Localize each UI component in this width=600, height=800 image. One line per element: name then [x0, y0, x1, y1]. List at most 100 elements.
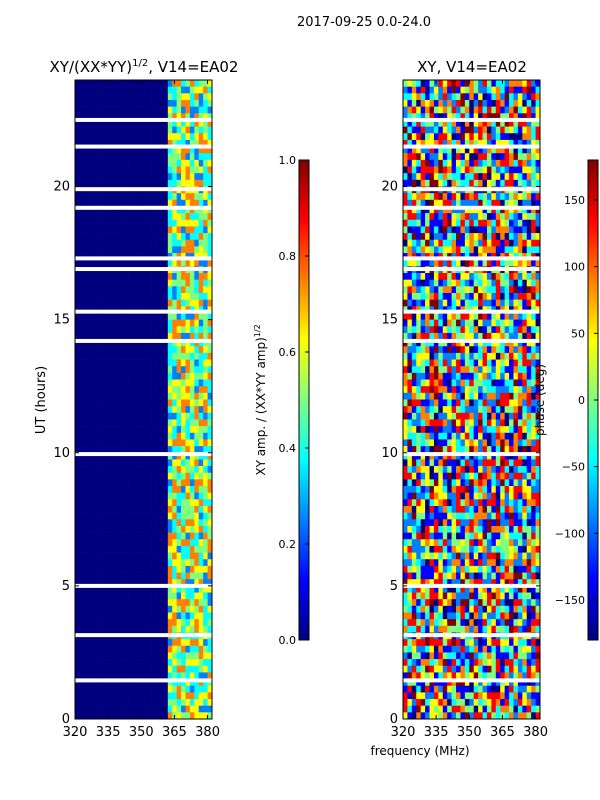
heatmap-cell [198, 466, 204, 474]
heatmap-cell [438, 179, 444, 187]
heatmap-cell [88, 406, 93, 414]
heatmap-cell [128, 426, 133, 434]
heatmap-cell [123, 273, 129, 280]
heatmap-cell [136, 512, 142, 520]
heatmap-cell [447, 392, 452, 400]
heatmap-cell [158, 332, 164, 340]
heatmap-cell [473, 312, 479, 320]
heatmap-cell [194, 279, 200, 287]
heatmap-cell [92, 492, 98, 500]
heatmap-cell [128, 206, 133, 214]
heatmap-cell [75, 346, 80, 354]
heatmap-cell [517, 432, 523, 440]
heatmap-cell [163, 519, 169, 527]
heatmap-cell [407, 273, 413, 280]
heatmap-cell [101, 386, 107, 394]
heatmap-cell [123, 492, 129, 500]
heatmap-cell [123, 246, 129, 254]
heatmap-cell [163, 80, 169, 87]
heatmap-cell [119, 419, 124, 427]
heatmap-cell [158, 346, 164, 354]
heatmap-cell [119, 279, 124, 287]
heatmap-cell [150, 619, 155, 627]
heatmap-cell [486, 352, 492, 360]
heatmap-cell [473, 386, 479, 394]
heatmap-cell [464, 386, 470, 394]
heatmap-cell [119, 93, 124, 101]
heatmap-cell [114, 179, 120, 187]
heatmap-cell [128, 692, 133, 700]
heatmap-cell [79, 93, 85, 101]
heatmap-cell [447, 259, 452, 267]
heatmap-cell [105, 439, 111, 447]
heatmap-cell [158, 259, 164, 267]
heatmap-cell [203, 226, 208, 234]
heatmap-cell [79, 559, 85, 567]
heatmap-cell [194, 466, 200, 474]
heatmap-cell [416, 426, 421, 434]
heatmap-cell [464, 153, 470, 161]
heatmap-cell [500, 319, 505, 327]
heatmap-cell [416, 119, 421, 127]
heatmap-cell [429, 406, 435, 414]
heatmap-cell [207, 299, 213, 307]
heatmap-cell [132, 246, 138, 254]
heatmap-cell [105, 466, 111, 474]
heatmap-cell [207, 685, 213, 693]
heatmap-cell [482, 80, 488, 87]
heatmap-cell [128, 86, 133, 94]
heatmap-cell [473, 319, 479, 327]
heatmap-cell [141, 159, 147, 167]
heatmap-cell [128, 119, 133, 127]
heatmap-cell [194, 293, 200, 300]
heatmap-cell [110, 99, 116, 107]
heatmap-cell [522, 279, 528, 287]
heatmap-cell [504, 126, 510, 134]
heatmap-cell [154, 213, 160, 221]
heatmap-cell [110, 612, 116, 620]
heatmap-cell [163, 486, 169, 493]
heatmap-cell [167, 466, 173, 474]
heatmap-cell [119, 139, 124, 147]
heatmap-cell [176, 592, 182, 600]
heatmap-cell [176, 545, 182, 553]
heatmap-cell [194, 692, 200, 700]
heatmap-cell [114, 432, 120, 440]
heatmap-cell [88, 159, 93, 167]
heatmap-cell [478, 352, 483, 360]
heatmap-cell [114, 439, 120, 447]
heatmap-cell [526, 352, 532, 360]
heatmap-cell [531, 173, 536, 181]
heatmap-cell [88, 166, 93, 174]
heatmap-cell [207, 392, 213, 400]
heatmap-cell [198, 565, 204, 573]
heatmap-cell [167, 233, 173, 241]
heatmap-cell [416, 346, 421, 354]
heatmap-cell [429, 379, 435, 387]
heatmap-cell [486, 173, 492, 181]
heatmap-cell [176, 572, 182, 580]
heatmap-cell [464, 93, 470, 101]
heatmap-cell [469, 299, 475, 307]
heatmap-cell [128, 419, 133, 427]
heatmap-cell [425, 119, 430, 127]
heatmap-cell [447, 492, 452, 500]
heatmap-cell [92, 193, 98, 201]
heatmap-cell [110, 213, 116, 221]
heatmap-cell [407, 412, 413, 420]
flagged-row [75, 583, 212, 588]
heatmap-cell [491, 199, 497, 207]
heatmap-cell [486, 466, 492, 474]
heatmap-cell [119, 133, 124, 141]
heatmap-cell [531, 346, 536, 354]
heatmap-cell [504, 159, 510, 167]
heatmap-cell [194, 592, 200, 600]
heatmap-cell [92, 599, 98, 607]
heatmap-cell [101, 359, 107, 367]
heatmap-cell [433, 173, 439, 181]
heatmap-cell [176, 332, 182, 340]
heatmap-cell [500, 326, 505, 334]
heatmap-cell [83, 99, 89, 107]
heatmap-cell [119, 612, 124, 620]
heatmap-cell [97, 93, 102, 101]
